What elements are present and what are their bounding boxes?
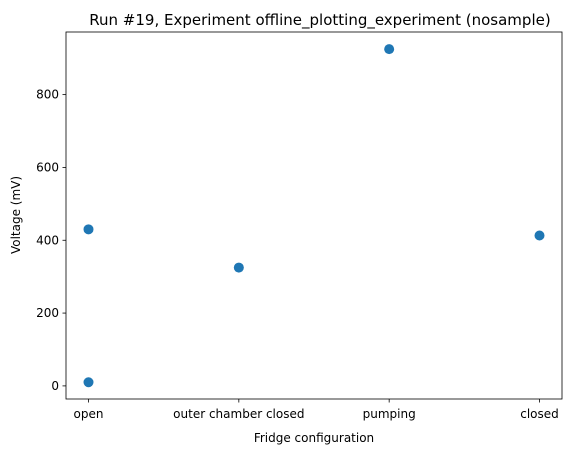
x-axis-label: Fridge configuration bbox=[254, 431, 374, 445]
data-point bbox=[83, 377, 94, 388]
x-axis: open outer chamber closed pumping closed bbox=[74, 399, 559, 421]
y-tick-label: 400 bbox=[36, 233, 59, 247]
x-tick-label: outer chamber closed bbox=[173, 407, 304, 421]
data-point bbox=[534, 230, 545, 241]
data-point bbox=[83, 224, 94, 235]
plot-area bbox=[65, 31, 563, 400]
x-tick-label: closed bbox=[520, 407, 559, 421]
data-points bbox=[83, 44, 545, 388]
chart-title: Run #19, Experiment offline_plotting_exp… bbox=[89, 11, 550, 30]
y-tick-label: 800 bbox=[36, 88, 59, 102]
y-tick-label: 600 bbox=[36, 160, 59, 174]
y-axis-label: Voltage (mV) bbox=[9, 176, 23, 254]
x-tick-label: open bbox=[74, 407, 104, 421]
data-point bbox=[233, 262, 244, 273]
y-tick-label: 0 bbox=[51, 379, 59, 393]
data-point bbox=[384, 44, 395, 55]
y-axis: 0 200 400 600 800 bbox=[36, 88, 66, 393]
y-tick-label: 200 bbox=[36, 306, 59, 320]
x-tick-label: pumping bbox=[363, 407, 416, 421]
